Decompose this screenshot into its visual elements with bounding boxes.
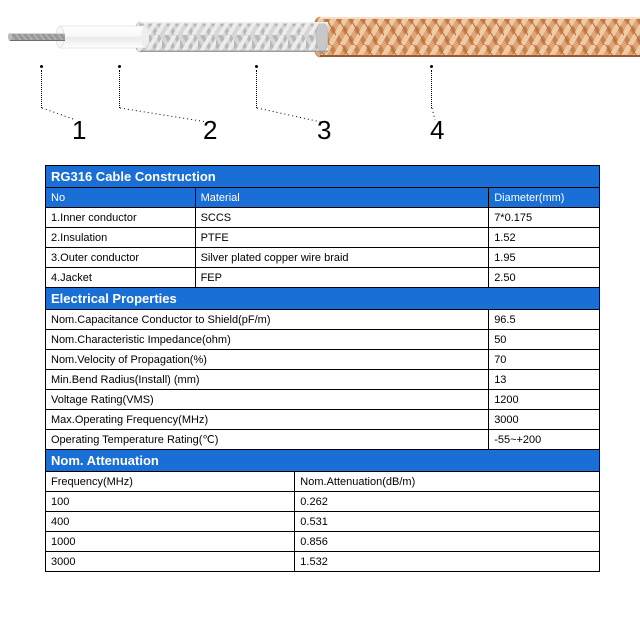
marker-connectors [0, 0, 640, 160]
construction-col-diameter: Diameter(mm) [489, 188, 600, 208]
electrical-title: Electrical Properties [46, 288, 600, 310]
table-row: 100 0.262 [46, 492, 600, 512]
construction-col-material: Material [195, 188, 489, 208]
attenuation-title: Nom. Attenuation [46, 450, 600, 472]
table-row: 3000 1.532 [46, 552, 600, 572]
construction-col-no: No [46, 188, 196, 208]
table-row: Min.Bend Radius(Install) (mm) 13 [46, 370, 600, 390]
table-row: Nom.Characteristic Impedance(ohm) 50 [46, 330, 600, 350]
table-row: Nom.Capacitance Conductor to Shield(pF/m… [46, 310, 600, 330]
spec-table: RG316 Cable Construction No Material Dia… [45, 165, 600, 572]
attenuation-col-db: Nom.Attenuation(dB/m) [295, 472, 600, 492]
table-row: Max.Operating Frequency(MHz) 3000 [46, 410, 600, 430]
table-row: 3.Outer conductor Silver plated copper w… [46, 248, 600, 268]
table-row: 4.Jacket FEP 2.50 [46, 268, 600, 288]
table-row: Operating Temperature Rating(℃) -55~+200 [46, 430, 600, 450]
construction-title: RG316 Cable Construction [46, 166, 600, 188]
table-row: Nom.Velocity of Propagation(%) 70 [46, 350, 600, 370]
table-row: 2.Insulation PTFE 1.52 [46, 228, 600, 248]
table-row: 1.Inner conductor SCCS 7*0.175 [46, 208, 600, 228]
attenuation-col-freq: Frequency(MHz) [46, 472, 295, 492]
table-row: 1000 0.856 [46, 532, 600, 552]
table-row: Voltage Rating(VMS) 1200 [46, 390, 600, 410]
table-row: 400 0.531 [46, 512, 600, 532]
